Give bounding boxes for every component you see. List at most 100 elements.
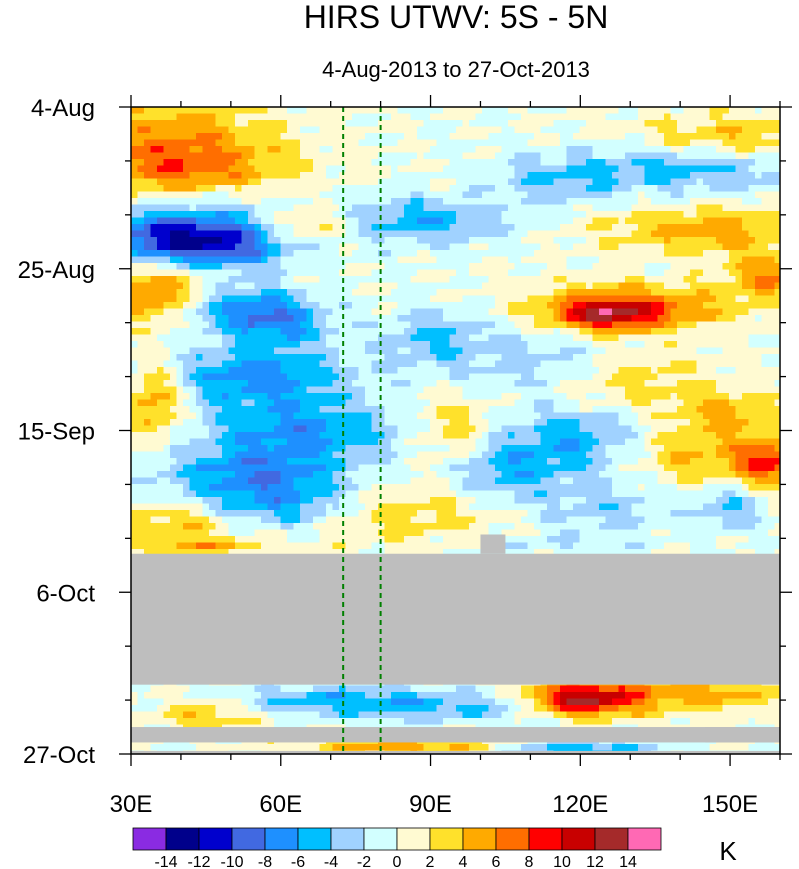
heatmap-cell [215,295,223,303]
heatmap-cell [677,211,684,218]
heatmap-cell [534,393,541,400]
heatmap-cell [768,269,775,277]
heatmap-cell [690,399,697,407]
heatmap-cell [235,399,242,407]
heatmap-cell [163,373,171,381]
heatmap-cell [703,347,710,355]
heatmap-cell [488,113,496,121]
heatmap-cell [430,224,437,231]
heatmap-cell [378,380,385,387]
heatmap-cell [358,334,366,342]
heatmap-cell [735,133,743,140]
heatmap-cell [495,256,502,264]
heatmap-cell [547,334,554,342]
heatmap-cell [202,126,210,134]
heatmap-cell [579,224,587,231]
heatmap-cell [560,354,567,361]
heatmap-cell [170,185,177,192]
heatmap-cell [579,172,587,179]
heatmap-cell [443,152,450,160]
heatmap-cell [170,289,177,296]
heatmap-cell [722,120,730,127]
heatmap-cell [215,321,223,329]
heatmap-cell [625,269,632,277]
heatmap-cell [495,224,502,231]
heatmap-cell [404,243,411,251]
heatmap-cell [612,315,619,322]
heatmap-cell [449,406,457,413]
heatmap-cell [644,237,652,244]
heatmap-cell [644,211,652,218]
heatmap-cell [261,191,268,199]
heatmap-cell [423,354,431,361]
heatmap-cell [235,191,242,199]
heatmap-cell [326,386,333,394]
heatmap-cell [553,315,561,322]
heatmap-cell [352,282,359,290]
heatmap-cell [358,308,366,316]
heatmap-cell [475,178,483,186]
heatmap-cell [456,107,463,114]
heatmap-cell [215,328,223,335]
heatmap-cell [189,419,197,426]
heatmap-cell [326,211,333,218]
heatmap-cell [131,360,138,368]
heatmap-cell [488,308,496,316]
heatmap-cell [339,406,346,413]
heatmap-cell [449,367,457,374]
heatmap-cell [618,380,626,387]
heatmap-cell [631,165,639,173]
heatmap-cell [664,393,671,400]
heatmap-cell [189,120,197,127]
heatmap-cell [638,360,645,368]
heatmap-cell [579,360,587,368]
heatmap-cell [150,367,158,374]
heatmap-cell [722,237,730,244]
heatmap-cell [267,373,275,381]
heatmap-cell [683,354,691,361]
heatmap-cell [625,165,632,173]
heatmap-cell [566,133,574,140]
heatmap-cell [677,133,684,140]
heatmap-cell [170,204,177,212]
heatmap-cell [404,120,411,127]
heatmap-cell [527,360,535,368]
heatmap-cell [677,256,684,264]
heatmap-cell [430,237,437,244]
heatmap-cell [742,367,749,374]
heatmap-cell [332,139,340,147]
heatmap-cell [332,211,340,218]
heatmap-cell [670,399,678,407]
heatmap-cell [404,328,411,335]
heatmap-cell [365,243,372,251]
heatmap-cell [313,263,320,270]
heatmap-cell [521,133,528,140]
heatmap-cell [423,113,431,121]
heatmap-cell [410,302,418,309]
heatmap-cell [436,393,444,400]
heatmap-cell [514,341,522,348]
heatmap-cell [202,373,210,381]
heatmap-cell [573,146,580,153]
heatmap-cell [495,289,502,296]
heatmap-cell [579,295,587,303]
heatmap-cell [722,399,730,407]
heatmap-cell [267,185,275,192]
heatmap-cell [761,367,769,374]
heatmap-cell [339,354,346,361]
heatmap-cell [612,165,619,173]
heatmap-cell [495,406,502,413]
heatmap-cell [527,354,535,361]
heatmap-cell [683,360,691,368]
heatmap-cell [651,243,658,251]
heatmap-cell [690,263,697,270]
heatmap-cell [365,263,372,270]
heatmap-cell [722,159,730,166]
heatmap-cell [176,380,184,387]
heatmap-cell [449,185,457,192]
heatmap-cell [664,289,671,296]
heatmap-cell [618,198,626,205]
heatmap-cell [365,347,372,355]
heatmap-cell [521,256,528,264]
heatmap-cell [560,386,567,394]
